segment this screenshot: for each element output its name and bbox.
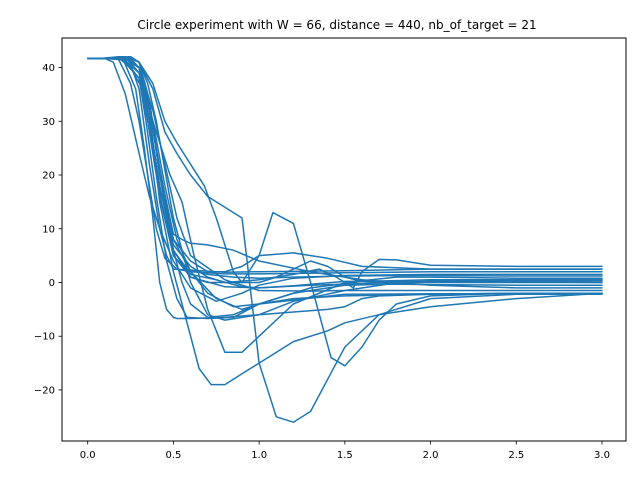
series-layer xyxy=(86,56,603,423)
y-tick-label: 0 xyxy=(49,278,55,289)
series-line-16 xyxy=(86,56,603,367)
series-line-13 xyxy=(86,57,603,354)
y-tick-label: 30 xyxy=(42,117,55,128)
series-line-20 xyxy=(86,56,603,273)
x-tick-label: 1.5 xyxy=(337,450,353,461)
x-tick-label: 0.0 xyxy=(80,450,96,461)
series-line-17 xyxy=(86,56,603,320)
series-line-2 xyxy=(86,57,603,275)
x-tick-label: 2.0 xyxy=(423,450,439,461)
series-line-15 xyxy=(86,56,603,423)
y-tick-label: −20 xyxy=(34,385,55,396)
x-tick-label: 0.5 xyxy=(165,450,181,461)
y-axis: −20 −10 0 10 20 30 40 xyxy=(34,63,62,396)
y-tick-label: 20 xyxy=(42,171,55,182)
series-line-18 xyxy=(86,56,603,284)
chart-title: Circle experiment with W = 66, distance … xyxy=(137,18,536,32)
y-tick-label: 40 xyxy=(42,63,55,74)
x-axis: 0.0 0.5 1.0 1.5 2.0 2.5 3.0 xyxy=(80,441,610,461)
y-tick-label: −10 xyxy=(34,332,55,343)
x-tick-label: 1.0 xyxy=(251,450,267,461)
plot-frame xyxy=(61,37,627,442)
series-line-21 xyxy=(86,57,603,289)
x-tick-label: 3.0 xyxy=(594,450,610,461)
x-tick-label: 2.5 xyxy=(508,450,524,461)
y-tick-label: 10 xyxy=(42,224,55,235)
